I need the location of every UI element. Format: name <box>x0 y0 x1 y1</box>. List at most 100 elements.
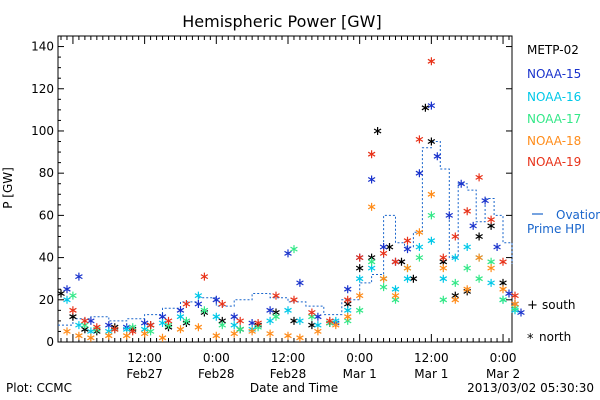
y-tick-label: 140 <box>31 40 54 54</box>
point-noaa15 <box>517 308 525 317</box>
point-noaa18 <box>284 331 292 340</box>
point-noaa18 <box>63 327 71 336</box>
x-axis-label: Date and Time <box>250 381 338 395</box>
point-noaa19 <box>254 319 262 327</box>
point-noaa18 <box>427 190 436 199</box>
point-noaa19 <box>475 173 483 182</box>
point-noaa17 <box>475 274 483 283</box>
x-tick-date-label: Feb28 <box>198 367 235 381</box>
point-noaa19 <box>343 295 352 304</box>
point-noaa19 <box>355 253 364 262</box>
point-noaa19 <box>146 321 155 330</box>
point-noaa16 <box>212 312 221 321</box>
point-noaa18 <box>194 323 203 332</box>
point-noaa19 <box>367 150 376 159</box>
point-noaa19 <box>69 306 77 315</box>
point-noaa17 <box>69 291 77 300</box>
y-tick-label: 120 <box>31 82 54 96</box>
point-noaa18 <box>463 285 471 294</box>
point-metp02 <box>397 257 406 266</box>
point-noaa19 <box>439 253 448 262</box>
y-axis-label: P [GW] <box>1 167 15 209</box>
point-metp02 <box>421 103 430 112</box>
point-noaa19 <box>326 316 334 325</box>
point-noaa15 <box>296 278 304 287</box>
point-noaa17 <box>236 325 244 334</box>
legend-south-symbol: + <box>527 298 538 313</box>
point-noaa18 <box>140 329 149 338</box>
point-noaa17 <box>499 295 507 304</box>
point-noaa18 <box>176 325 185 334</box>
point-noaa18 <box>87 333 95 342</box>
point-noaa15 <box>314 312 322 321</box>
point-noaa19 <box>308 308 316 317</box>
point-noaa16 <box>158 319 167 327</box>
point-noaa15 <box>266 306 274 315</box>
point-noaa15 <box>63 285 71 294</box>
point-noaa17 <box>439 295 448 304</box>
point-noaa15 <box>367 175 376 184</box>
point-noaa19 <box>403 236 412 245</box>
point-noaa15 <box>87 316 95 325</box>
point-metp02 <box>475 232 483 241</box>
footer-timestamp: 2013/03/02 05:30:30 <box>467 381 594 395</box>
point-noaa15 <box>403 245 412 254</box>
point-noaa18 <box>487 264 495 273</box>
point-noaa18 <box>511 300 519 308</box>
point-noaa19 <box>128 327 137 336</box>
legend-label-noaa19: NOAA-19 <box>527 155 581 169</box>
point-noaa18 <box>158 333 167 342</box>
point-noaa15 <box>427 101 436 110</box>
x-tick-date-label: Mar 1 <box>343 367 377 381</box>
point-noaa18 <box>104 331 113 340</box>
point-noaa15 <box>230 312 239 321</box>
plot-border <box>57 35 513 343</box>
point-metp02 <box>308 321 316 330</box>
legend-label-noaa16: NOAA-16 <box>527 90 581 104</box>
y-tick-label: 80 <box>39 166 54 180</box>
footer-plot-credit: Plot: CCMC <box>6 381 72 395</box>
point-noaa17 <box>367 257 376 266</box>
point-noaa15 <box>194 300 203 308</box>
point-noaa18 <box>451 295 460 304</box>
point-noaa19 <box>499 257 507 266</box>
legend-label-metp02: METP-02 <box>527 43 579 57</box>
point-noaa15 <box>445 211 454 220</box>
point-noaa16 <box>63 295 71 304</box>
point-noaa19 <box>200 272 209 281</box>
point-noaa19 <box>218 300 227 308</box>
point-noaa19 <box>164 316 173 325</box>
point-noaa18 <box>266 329 274 338</box>
point-noaa18 <box>75 331 83 340</box>
point-noaa18 <box>379 274 388 283</box>
point-noaa17 <box>463 264 471 273</box>
x-tick-time-label: 0:00 <box>490 351 517 365</box>
point-noaa19 <box>93 323 101 332</box>
point-noaa17 <box>451 278 460 287</box>
point-noaa15 <box>212 295 221 304</box>
y-tick-label: 20 <box>39 293 54 307</box>
point-noaa18 <box>439 264 448 273</box>
y-tick-label: 100 <box>31 124 54 138</box>
point-noaa19 <box>415 135 424 144</box>
point-metp02 <box>373 127 382 135</box>
point-metp02 <box>385 243 394 251</box>
y-tick-label: 60 <box>39 208 54 222</box>
point-noaa18 <box>230 329 239 338</box>
point-metp02 <box>57 289 65 298</box>
point-noaa16 <box>439 274 448 283</box>
legend: METP-02 NOAA-15 NOAA-16 NOAA-17 NOAA-18 … <box>527 43 600 347</box>
point-noaa18 <box>415 228 424 237</box>
legend-label-noaa17: NOAA-17 <box>527 112 581 126</box>
point-noaa16 <box>176 312 185 321</box>
point-noaa19 <box>81 316 89 325</box>
x-tick-time-label: 0:00 <box>203 351 230 365</box>
point-noaa17 <box>290 245 298 254</box>
point-noaa19 <box>463 207 471 216</box>
point-noaa18 <box>367 202 376 211</box>
point-noaa17 <box>182 316 191 325</box>
point-noaa18 <box>391 291 400 300</box>
point-noaa17 <box>415 253 424 262</box>
point-noaa18 <box>403 264 412 273</box>
point-noaa17 <box>379 283 388 292</box>
